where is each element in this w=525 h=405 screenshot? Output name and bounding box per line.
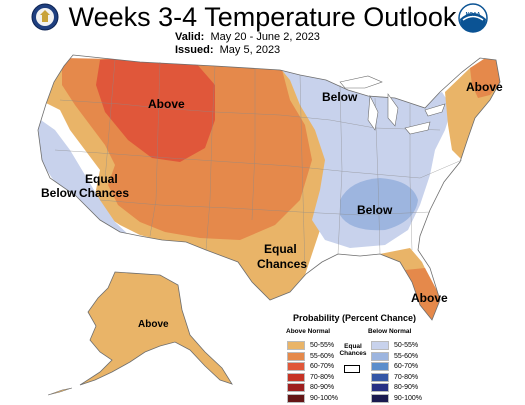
legend-below-swatch [371,362,389,371]
legend-above-label: 90-100% [310,394,339,402]
valid-label: Valid: [175,31,205,43]
legend-above-swatch [287,341,305,350]
legend-below-header: Below Normal [368,328,412,335]
legend-equal-swatch [344,365,360,373]
label-below-west-coast: Below [41,186,77,200]
legend-equal-label-2: Chances [339,350,367,357]
legend-below-swatch [371,351,389,361]
above-55-60-florida [405,268,442,320]
legend-above-label: 55-60% [310,352,335,360]
issued-label: Issued: [175,44,214,56]
date-info: Valid: May 20 - June 2, 2023 Issued: May… [175,31,320,57]
legend-below-row: 90-100% [371,393,423,403]
legend-above-label: 50-55% [310,342,335,349]
label-equal-chances-tx-1: Equal [264,242,297,256]
label-equal-chances-west-2: Chances [79,186,129,200]
state-borders [54,59,463,271]
label-above-alaska: Above [138,319,169,330]
legend-above-row: 80-90% [287,383,334,392]
legend-above-row: 90-100% [287,393,339,403]
legend-below-label: 60-70% [394,363,419,370]
legend-above-label: 70-80% [310,373,335,381]
legend-below-label: 50-55% [394,342,419,349]
legend-below-row: 50-55% [371,341,418,350]
legend-below-label: 90-100% [394,394,423,402]
legend-below-label: 80-90% [394,384,419,391]
conus-outline [37,54,501,321]
legend-equal-label-1: Equal [344,343,362,350]
legend-above-swatch [287,372,305,382]
label-above-new-england: Above [466,80,503,94]
legend-above-header: Above Normal [286,328,331,335]
label-equal-chances-west-1: Equal [85,172,118,186]
label-above-florida: Above [411,291,448,305]
legend-below-swatch [371,383,389,392]
legend-below-label: 70-80% [394,373,419,381]
doc-seal-icon [31,3,59,31]
legend-above-label: 80-90% [310,384,335,391]
legend-below-swatch [371,341,389,350]
above-60-70-west [96,55,215,162]
legend-below-row: 70-80% [371,372,419,382]
legend-title: Probability (Percent Chance) [293,313,417,323]
noaa-text: NOAA [466,12,481,18]
legend-below-swatch [371,393,389,403]
legend-equal-chances: Equal Chances [338,343,368,357]
alaska [47,271,233,396]
below-50-55-pacific [38,118,130,238]
label-below-ohio-valley: Below [357,203,393,217]
below-55-60-ohio-valley [340,178,418,231]
noaa-logo-icon: NOAA [458,3,488,33]
issued-date: May 5, 2023 [219,44,281,56]
legend-below-label: 55-60% [394,352,419,360]
legend-below-swatch [371,372,389,382]
legend-below-row: 80-90% [371,383,418,392]
above-55-60-new-england [470,55,500,98]
legend-below-row: 55-60% [371,351,419,361]
legend-above-label: 60-70% [310,363,335,370]
legend-above-swatch [287,351,305,361]
legend-above-swatch [287,393,305,403]
legend-below-row: 60-70% [371,362,418,371]
valid-dates: May 20 - June 2, 2023 [210,31,320,43]
legend-above-swatch [287,383,305,392]
probability-legend: Probability (Percent Chance) Above Norma… [283,313,521,403]
label-equal-chances-tx-2: Chances [257,257,307,271]
map-title: Weeks 3-4 Temperature Outlook [68,2,457,32]
label-below-great-lakes: Below [322,90,358,104]
legend-above-row: 70-80% [287,372,335,382]
legend-above-row: 50-55% [287,341,334,350]
label-above-west: Above [148,97,185,111]
great-lakes [339,75,446,135]
legend-above-swatch [287,362,305,371]
legend-above-row: 55-60% [287,351,335,361]
legend-above-row: 60-70% [287,362,334,371]
